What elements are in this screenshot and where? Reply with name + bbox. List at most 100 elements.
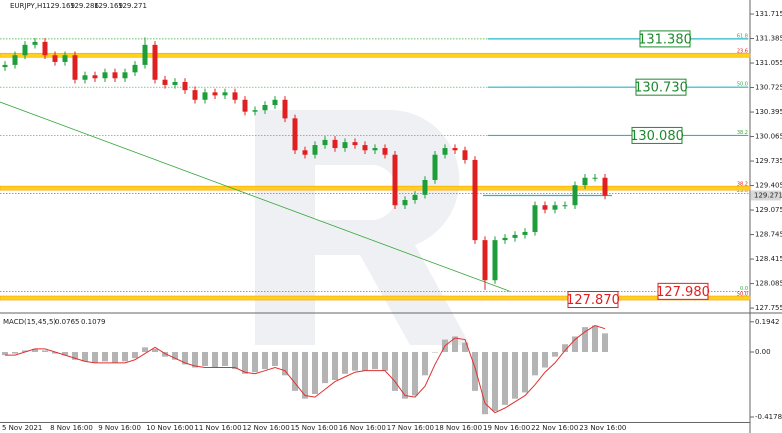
macd-histogram-bar: [192, 352, 198, 368]
macd-histogram-bar: [302, 352, 308, 399]
candle-body: [442, 148, 448, 155]
macd-histogram-bar: [72, 352, 78, 360]
time-label: 10 Nov 16:00: [146, 424, 193, 432]
candle-body: [302, 150, 308, 155]
macd-histogram-bar: [482, 352, 488, 415]
candle-body: [292, 118, 298, 151]
candle-body: [22, 44, 28, 56]
candle-body: [242, 99, 248, 112]
target-box: [657, 282, 709, 300]
macd-histogram-bar: [22, 350, 28, 352]
macd-histogram-bar: [462, 342, 468, 352]
candle-body: [62, 55, 68, 62]
y-tick-label: 128.415: [755, 255, 782, 263]
target-label: 127.980: [656, 285, 710, 300]
macd-histogram-bar: [172, 352, 178, 360]
candle-body: [232, 92, 238, 100]
y-tick-label: 127.755: [755, 304, 782, 312]
y-tick-label: 128.085: [755, 280, 782, 288]
macd-histogram-bar: [122, 352, 128, 362]
macd-signal-line: [5, 325, 606, 414]
macd-histogram-bar: [572, 336, 578, 352]
macd-histogram-bar: [582, 327, 588, 352]
macd-histogram-bar: [152, 348, 158, 352]
macd-histogram-bar: [372, 352, 378, 370]
time-label: 8 Nov 16:00: [50, 424, 93, 432]
macd-histogram-bar: [52, 352, 58, 354]
time-label: 12 Nov 16:00: [243, 424, 290, 432]
candle-body: [2, 64, 8, 68]
macd-histogram-bar: [352, 352, 358, 371]
header-value: 129.286: [70, 2, 99, 10]
macd-histogram-bar: [422, 352, 428, 376]
candle-body: [182, 81, 188, 91]
macd-histogram-bar: [512, 352, 518, 399]
macd-y-tick-label: 0.00: [755, 348, 771, 356]
time-label: 23 Nov 16:00: [579, 424, 626, 432]
candle-body: [132, 64, 138, 73]
candle-body: [212, 92, 218, 96]
candle-body: [172, 81, 178, 85]
candle-body: [362, 145, 368, 151]
target-label: 127.870: [566, 293, 620, 308]
y-tick-label: 130.725: [755, 84, 782, 92]
candle-body: [552, 205, 558, 210]
candle-body: [432, 154, 438, 180]
macd-histogram-bar: [132, 352, 138, 359]
candle-body: [262, 104, 268, 111]
watermark: [255, 109, 470, 345]
macd-histogram-bar: [492, 352, 498, 412]
candle-body: [422, 179, 428, 195]
candle-body: [482, 240, 488, 281]
candle-body: [312, 145, 318, 155]
candle-body: [382, 148, 388, 155]
macd-histogram-bar: [532, 352, 538, 376]
candle-body: [162, 79, 168, 85]
target-box: [631, 126, 683, 144]
candle-body: [532, 205, 538, 232]
candle-body: [582, 177, 588, 186]
macd-y-tick-label: -0.4178: [755, 413, 782, 421]
candle-body: [252, 110, 258, 112]
candle-body: [222, 92, 228, 96]
candle-body: [82, 75, 88, 80]
macd-histogram-bar: [322, 352, 328, 384]
y-tick-label: 130.395: [755, 108, 782, 116]
macd-histogram-bar: [102, 352, 108, 362]
macd-histogram-bar: [212, 352, 218, 368]
fib-level-label: 23.6: [737, 188, 748, 194]
trendline: [0, 101, 511, 292]
macd-histogram-bar: [382, 352, 388, 371]
candle-body: [342, 142, 348, 149]
macd-histogram-bar: [162, 352, 168, 357]
macd-histogram-bar: [332, 352, 338, 380]
y-tick-label: 131.055: [755, 59, 782, 67]
macd-histogram-bar: [82, 352, 88, 362]
time-label: 15 Nov 16:00: [291, 424, 338, 432]
macd-histogram-bar: [12, 352, 18, 354]
y-tick-label: 130.065: [755, 133, 782, 141]
y-tick-label: 128.745: [755, 231, 782, 239]
header-value: 129.271: [118, 2, 147, 10]
macd-histogram-bar: [432, 352, 438, 353]
candle-body: [512, 234, 518, 238]
candle-body: [462, 150, 468, 160]
candle-body: [192, 90, 198, 100]
time-label: 11 Nov 16:00: [194, 424, 241, 432]
candle-body: [152, 44, 158, 80]
candle-body: [272, 99, 278, 105]
candle-body: [122, 72, 128, 79]
macd-histogram-bar: [502, 352, 508, 405]
target-label: 130.080: [630, 129, 684, 144]
candle-body: [602, 177, 608, 196]
macd-histogram-bar: [62, 352, 68, 356]
macd-histogram-bar: [182, 352, 188, 365]
macd-histogram-bar: [342, 352, 348, 374]
fib-level-label: 38.2: [737, 130, 748, 136]
macd-histogram-bar: [362, 352, 368, 371]
macd-histogram-bar: [392, 352, 398, 391]
candle-body: [32, 41, 38, 45]
band-level-label: 50.0: [737, 292, 748, 298]
macd-histogram-bar: [222, 352, 228, 366]
